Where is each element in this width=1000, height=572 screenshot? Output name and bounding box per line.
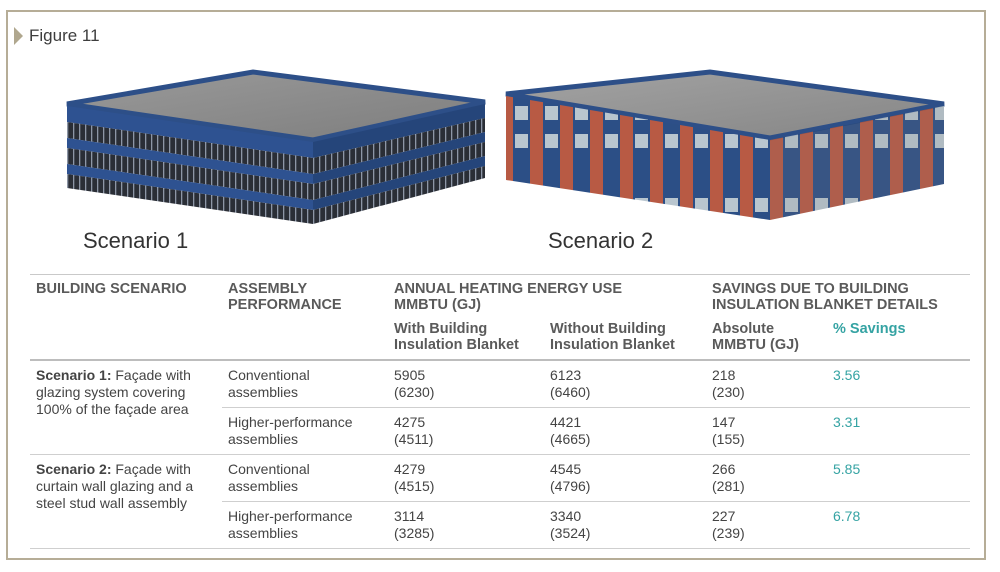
scenario-2-building-image [505, 69, 945, 220]
scenario-label: Scenario 2: [36, 461, 112, 477]
figure-title: Figure 11 [29, 26, 100, 45]
header-pct-savings: % Savings [827, 313, 970, 361]
absolute-cell: 147 (155) [706, 407, 827, 455]
header-row-1: BUILDING SCENARIO ASSEMBLY PERFORMANCE A… [30, 274, 970, 313]
header-annual-heating: ANNUAL HEATING ENERGY USE MMBTU (GJ) [388, 274, 706, 313]
header-absolute: Absolute MMBTU (GJ) [706, 313, 827, 361]
scenario-2-caption: Scenario 2 [548, 228, 654, 253]
without-blanket-cell: 3340 (3524) [544, 501, 706, 549]
scenario-text: Façade with glazing system covering 100%… [36, 367, 191, 417]
assembly-cell: Higher-performance assemblies [222, 407, 388, 455]
without-blanket-cell: 6123 (6460) [544, 360, 706, 408]
table-row: Scenario 2: Façade with curtain wall gla… [30, 454, 970, 549]
header-spacer [30, 313, 222, 361]
scenario-label: Scenario 1: [36, 367, 112, 383]
energy-table: BUILDING SCENARIO ASSEMBLY PERFORMANCE A… [30, 274, 970, 549]
header-savings: SAVINGS DUE TO BUILDING INSULATION BLANK… [706, 274, 970, 313]
figure-label: Figure 11 [14, 26, 100, 46]
pct-savings-cell: 5.85 [827, 454, 970, 502]
without-blanket-cell: 4421 (4665) [544, 407, 706, 455]
table-row: Higher-performance assemblies 3114 (3285)… [30, 501, 970, 549]
without-blanket-cell: 4545 (4796) [544, 454, 706, 502]
scenario-text: Façade with curtain wall glazing and a s… [36, 461, 194, 511]
assembly-cell: Conventional assemblies [222, 454, 388, 502]
with-blanket-cell: 5905 (6230) [388, 360, 544, 408]
absolute-cell: 266 (281) [706, 454, 827, 502]
scenario-1-description: Scenario 1: Façade with glazing system c… [30, 360, 222, 455]
scenario-1-building-image [66, 69, 486, 224]
pct-savings-cell: 3.56 [827, 360, 970, 408]
assembly-cell: Conventional assemblies [222, 360, 388, 408]
header-assembly-performance: ASSEMBLY PERFORMANCE [222, 274, 388, 313]
absolute-cell: 218 (230) [706, 360, 827, 408]
pct-savings-cell: 6.78 [827, 501, 970, 549]
header-without-blanket: Without Building Insulation Blanket [544, 313, 706, 361]
with-blanket-cell: 3114 (3285) [388, 501, 544, 549]
with-blanket-cell: 4279 (4515) [388, 454, 544, 502]
pct-savings-cell: 3.31 [827, 407, 970, 455]
absolute-cell: 227 (239) [706, 501, 827, 549]
with-blanket-cell: 4275 (4511) [388, 407, 544, 455]
header-spacer [222, 313, 388, 361]
assembly-cell: Higher-performance assemblies [222, 501, 388, 549]
table-row: Higher-performance assemblies 4275 (4511)… [30, 407, 970, 455]
header-building-scenario: BUILDING SCENARIO [30, 274, 222, 313]
scenario-2-description: Scenario 2: Façade with curtain wall gla… [30, 454, 222, 549]
header-with-blanket: With Building Insulation Blanket [388, 313, 544, 361]
triangle-marker-icon [14, 27, 23, 45]
scenario-1-caption: Scenario 1 [83, 228, 189, 253]
table-row: Scenario 1: Façade with glazing system c… [30, 360, 970, 455]
header-row-2: With Building Insulation Blanket Without… [30, 313, 970, 361]
figure-frame [6, 10, 986, 560]
